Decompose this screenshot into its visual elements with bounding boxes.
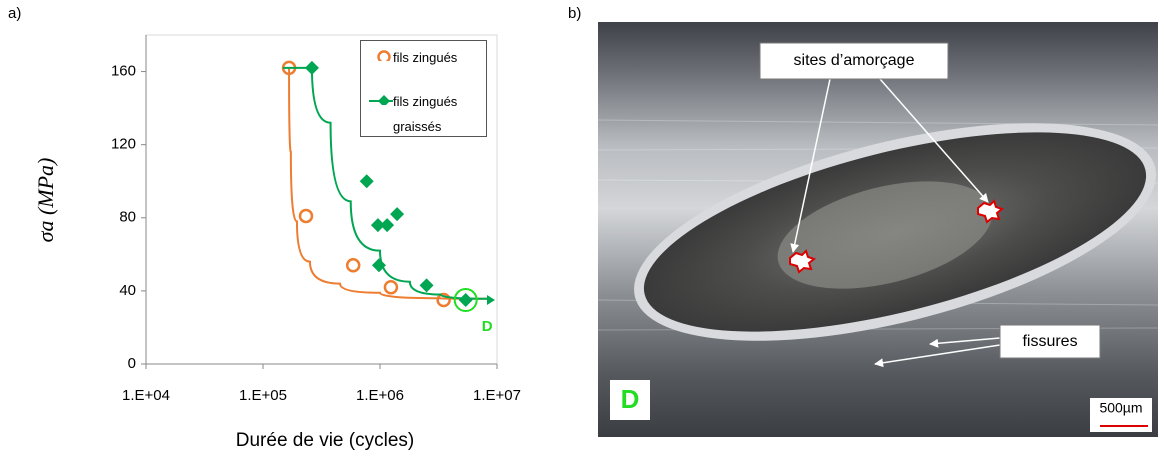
marker-box: [610, 380, 650, 420]
scar-center: [777, 181, 993, 289]
legend: fils zingués fils zingués graissés: [360, 40, 487, 137]
data-point: [383, 279, 399, 295]
legend-entry: fils zingués: [367, 45, 475, 70]
legend-symbol: [377, 50, 391, 61]
legend-marker: [377, 50, 391, 61]
data-point: [419, 278, 434, 293]
data-point: [345, 258, 361, 273]
y-tick-label: 160: [111, 63, 136, 80]
data-point: [380, 218, 395, 233]
y-tick-label: 80: [119, 209, 136, 226]
sample-marker: D: [621, 384, 640, 414]
y-tick-label: 120: [111, 136, 136, 153]
initiation-site: [789, 249, 817, 274]
legend-entry: fils zingués graissés: [367, 89, 475, 139]
x-tick-label: 1.E+05: [239, 387, 287, 404]
x-tick-label: 1.E+06: [356, 387, 404, 404]
legend-label: fils zingués graissés: [393, 94, 458, 134]
scale-label: 500µm: [1099, 400, 1142, 416]
data-point: [390, 207, 405, 222]
data-point: [458, 293, 473, 308]
annotation: fissures: [1022, 333, 1077, 350]
data-point: [370, 218, 385, 233]
fit-curve: [282, 66, 490, 300]
fit-curve: [288, 67, 490, 300]
initiation-site: [977, 199, 1005, 224]
x-axis-label: Durée de vie (cycles): [236, 430, 414, 451]
data-point: [359, 174, 374, 189]
annotation: D: [482, 318, 493, 335]
panel-label: b): [568, 5, 581, 22]
x-tick-label: 1.E+04: [122, 387, 170, 404]
arrow: [790, 78, 831, 253]
data-point: [371, 258, 386, 273]
panel-label: a): [8, 5, 21, 22]
y-tick-label: 0: [128, 355, 136, 372]
legend-label: fils zingués: [393, 50, 458, 65]
label-box: [999, 324, 1101, 359]
data-point: [298, 208, 314, 224]
legend-symbol: [369, 95, 393, 105]
highlight-ring: [453, 288, 478, 313]
data-point: [436, 292, 451, 308]
x-tick-label: 1.E+07: [473, 387, 521, 404]
arrow: [874, 344, 1001, 368]
label-box: [759, 42, 949, 80]
arrow: [929, 337, 1001, 348]
arrow: [879, 78, 989, 203]
arrow-head: [487, 295, 495, 306]
legend-marker: [378, 95, 390, 105]
data-point: [304, 60, 319, 75]
y-axis-label: σa (MPa): [33, 158, 58, 243]
y-tick-label: 40: [119, 282, 136, 299]
annotation: sites d’amorçage: [794, 52, 915, 69]
